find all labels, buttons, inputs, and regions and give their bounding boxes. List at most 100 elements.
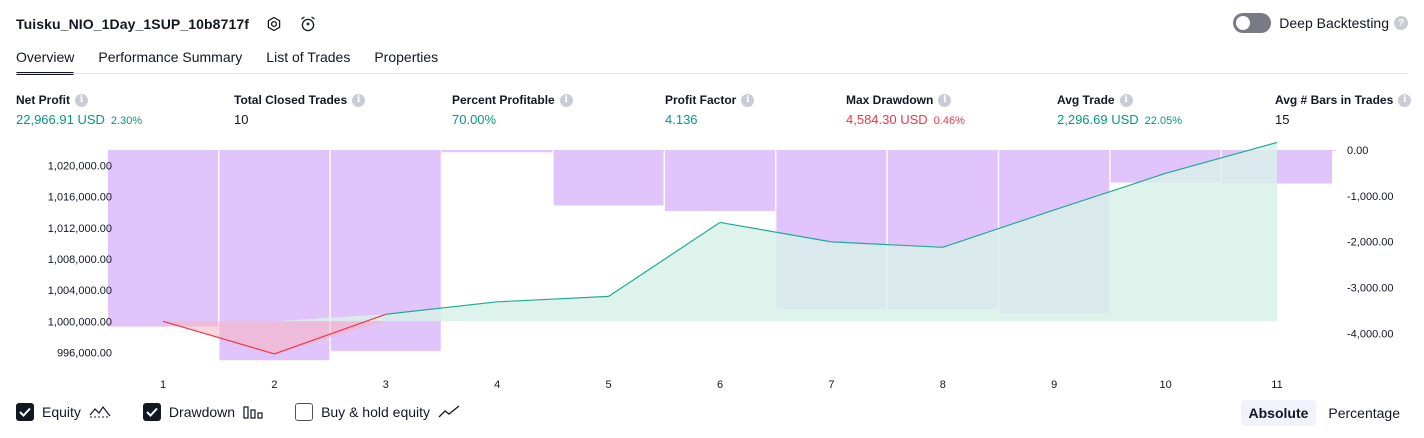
right-axis-tick-label: -3,000.00 xyxy=(1347,283,1393,295)
equity-line-segment xyxy=(942,209,1055,248)
tab-properties[interactable]: Properties xyxy=(374,49,439,65)
metric-value: 4,584.30 USD xyxy=(846,112,928,127)
help-icon[interactable]: ? xyxy=(1394,16,1408,30)
right-axis: 0.00 -1,000.00 -2,000.00 -3,000.00 -4,000.00 xyxy=(1347,145,1393,340)
info-icon[interactable]: i xyxy=(938,93,952,107)
add-alert-icon[interactable] xyxy=(299,15,317,33)
metric-max-drawdown: Max Drawdown i 4,584.30 USD 0.46% xyxy=(846,93,965,127)
legend-label: Drawdown xyxy=(168,404,236,420)
metric-value: 22,966.91 USD xyxy=(16,112,105,127)
equity-line-segment xyxy=(719,221,832,243)
left-axis-tick-label: 1,012,000.00 xyxy=(48,223,112,235)
chart-legend: Equity Drawdown Buy & hold equity xyxy=(16,403,492,421)
left-axis-tick-label: 1,020,000.00 xyxy=(48,161,112,173)
metric-label: Profit Factor xyxy=(665,93,737,107)
metric-percent: 0.46% xyxy=(933,115,965,127)
right-axis-tick-label: 0.00 xyxy=(1347,145,1368,157)
equity-checkbox[interactable] xyxy=(16,403,34,421)
drawdown-bar xyxy=(665,150,775,212)
info-icon[interactable]: i xyxy=(1119,93,1133,107)
toggle-knob xyxy=(1236,16,1251,30)
metric-percent: 2.30% xyxy=(110,115,143,127)
right-axis-tick-label: -2,000.00 xyxy=(1347,237,1393,249)
metric-value: 2,296.69 USD xyxy=(1057,112,1139,127)
metric-label: Max Drawdown xyxy=(846,93,934,107)
equity-line-segment xyxy=(274,313,387,355)
info-icon[interactable]: i xyxy=(75,93,88,107)
left-axis-tick-label: 1,008,000.00 xyxy=(48,254,112,266)
tab-list-of-trades[interactable]: List of Trades xyxy=(266,49,351,65)
left-axis: 996,000.00 1,000,000.00 1,004,000.00 1,008,… xyxy=(48,161,112,360)
equity-line-segment xyxy=(385,301,498,315)
metric-value: 15 xyxy=(1275,112,1290,127)
header: Tuisku_NIO_1Day_1SUP_10b8717f xyxy=(16,12,317,36)
left-axis-tick-label: 1,004,000.00 xyxy=(48,285,112,297)
x-axis-tick-label: 10 xyxy=(1159,379,1171,391)
drawdown-checkbox[interactable] xyxy=(142,403,161,421)
equity-line-segment xyxy=(608,221,721,297)
deep-backtesting: Deep Backtesting ? xyxy=(1233,13,1408,33)
tab-bar: Overview Performance Summary List of Tra… xyxy=(16,47,462,75)
metric-percent-profitable: Percent Profitable i 70.00% xyxy=(452,93,573,127)
buy-hold-checkbox[interactable] xyxy=(295,403,314,421)
info-icon[interactable]: i xyxy=(352,93,366,107)
x-axis-tick-label: 5 xyxy=(606,379,612,391)
equity-line-segment xyxy=(831,241,943,248)
metrics-row: Net Profit i 22,966.91 USD 2.30% Total Clo… xyxy=(0,93,1424,133)
equity-line-segment xyxy=(162,320,275,355)
drawdown-bar xyxy=(553,150,664,206)
equity-line-segment xyxy=(1054,172,1166,211)
legend-equity[interactable]: Equity xyxy=(16,403,111,421)
x-axis-tick-label: 3 xyxy=(383,379,389,391)
drawdown-bar xyxy=(442,150,553,153)
equity-drawdown-chart[interactable]: 996,000.00 1,000,000.00 1,004,000.00 1,008,… xyxy=(0,140,1424,398)
drawdown-bar xyxy=(108,150,218,327)
equity-lines xyxy=(162,141,1278,355)
metric-percent: 22.05% xyxy=(1144,115,1182,127)
tab-performance-summary[interactable]: Performance Summary xyxy=(98,49,243,65)
info-icon[interactable]: i xyxy=(559,93,573,107)
value-mode-switch: Absolute Percentage xyxy=(1237,400,1409,426)
percentage-button[interactable]: Percentage xyxy=(1328,405,1400,421)
equity-loss-fill xyxy=(163,321,386,354)
absolute-button[interactable]: Absolute xyxy=(1240,400,1317,426)
legend-label: Equity xyxy=(42,404,81,420)
metric-label: Net Profit xyxy=(16,93,70,107)
metric-label: Avg # Bars in Trades xyxy=(1275,93,1394,107)
x-axis-tick-label: 7 xyxy=(828,379,834,391)
x-axis-tick-label: 8 xyxy=(940,379,946,391)
equity-line-segment xyxy=(497,295,609,303)
deep-backtesting-label: Deep Backtesting xyxy=(1279,15,1389,31)
tab-overview[interactable]: Overview xyxy=(16,47,75,75)
x-axis-tick-label: 1 xyxy=(160,379,166,391)
metric-value: 4.136 xyxy=(665,112,698,127)
metric-label: Total Closed Trades xyxy=(234,93,348,107)
settings-icon[interactable] xyxy=(265,15,283,33)
right-axis-tick-label: -1,000.00 xyxy=(1347,191,1393,203)
info-icon[interactable]: i xyxy=(741,93,755,107)
equity-line-icon xyxy=(89,405,111,419)
metric-avg-bars: Avg # Bars in Trades i 15 xyxy=(1275,93,1412,127)
legend-label: Buy & hold equity xyxy=(321,404,431,420)
equity-line-segment xyxy=(1165,141,1278,174)
drawdown-bars-icon xyxy=(243,405,263,419)
left-axis-tick-label: 1,000,000.00 xyxy=(48,316,112,328)
metric-total-closed-trades: Total Closed Trades i 10 xyxy=(234,93,366,127)
metric-label: Percent Profitable xyxy=(452,93,555,107)
info-icon[interactable]: i xyxy=(1398,93,1412,107)
metric-value: 70.00% xyxy=(452,112,497,127)
left-axis-tick-label: 996,000.00 xyxy=(57,347,112,359)
metric-profit-factor: Profit Factor i 4.136 xyxy=(665,93,755,127)
buy-hold-line-icon xyxy=(438,405,460,419)
legend-buy-hold[interactable]: Buy & hold equity xyxy=(295,403,460,421)
metric-value: 10 xyxy=(234,112,249,127)
tab-divider xyxy=(16,73,1408,74)
x-axis-tick-label: 2 xyxy=(271,379,277,391)
legend-drawdown[interactable]: Drawdown xyxy=(142,403,263,421)
metric-label: Avg Trade xyxy=(1057,93,1115,107)
equity-area xyxy=(163,142,1277,354)
deep-backtesting-toggle[interactable] xyxy=(1233,13,1272,33)
x-axis-tick-label: 6 xyxy=(717,379,723,391)
metric-net-profit: Net Profit i 22,966.91 USD 2.30% xyxy=(16,93,142,127)
left-axis-tick-label: 1,016,000.00 xyxy=(48,192,112,204)
